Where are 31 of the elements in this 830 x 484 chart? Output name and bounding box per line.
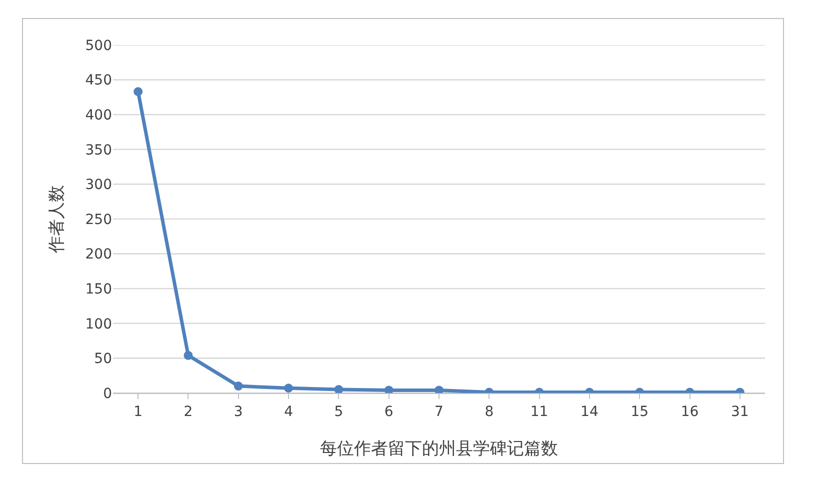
x-tick-label: 4 [284,404,294,420]
y-tick-label: 450 [85,72,112,89]
y-tick-label: 200 [85,246,112,263]
y-tick-label: 300 [85,177,112,194]
x-tick-label: 3 [234,404,243,420]
y-tick-label: 100 [85,316,112,332]
y-tick-label: 50 [94,351,112,368]
point [334,385,344,393]
x-tick-label: 14 [580,404,598,420]
x-tick-label: 11 [530,404,548,420]
y-axis-title: 作者人数 [46,185,67,254]
x-tick-label: 8 [484,404,494,420]
x-tick-label: 7 [434,404,444,420]
point [384,386,394,393]
point [434,386,444,393]
x-tick-label: 2 [184,404,193,420]
x-tick-label: 15 [630,404,649,420]
y-tick-label: 250 [85,212,112,228]
y-tick-label: 0 [103,386,112,402]
point [134,87,143,96]
y-tick-label: 150 [85,282,112,298]
y-tick-label: 400 [85,108,112,124]
x-tick-label: 5 [334,404,344,420]
x-tick-label: 16 [680,404,699,420]
x-tick-label: 1 [134,404,143,420]
point [184,350,193,360]
y-tick-label: 350 [85,142,112,158]
x-tick-label: 6 [384,404,394,420]
y-tick-label: 500 [85,38,112,54]
x-axis-title: 每位作者留下的州县学碑记篇数 [320,439,558,459]
x-tick-label: 31 [731,404,749,420]
